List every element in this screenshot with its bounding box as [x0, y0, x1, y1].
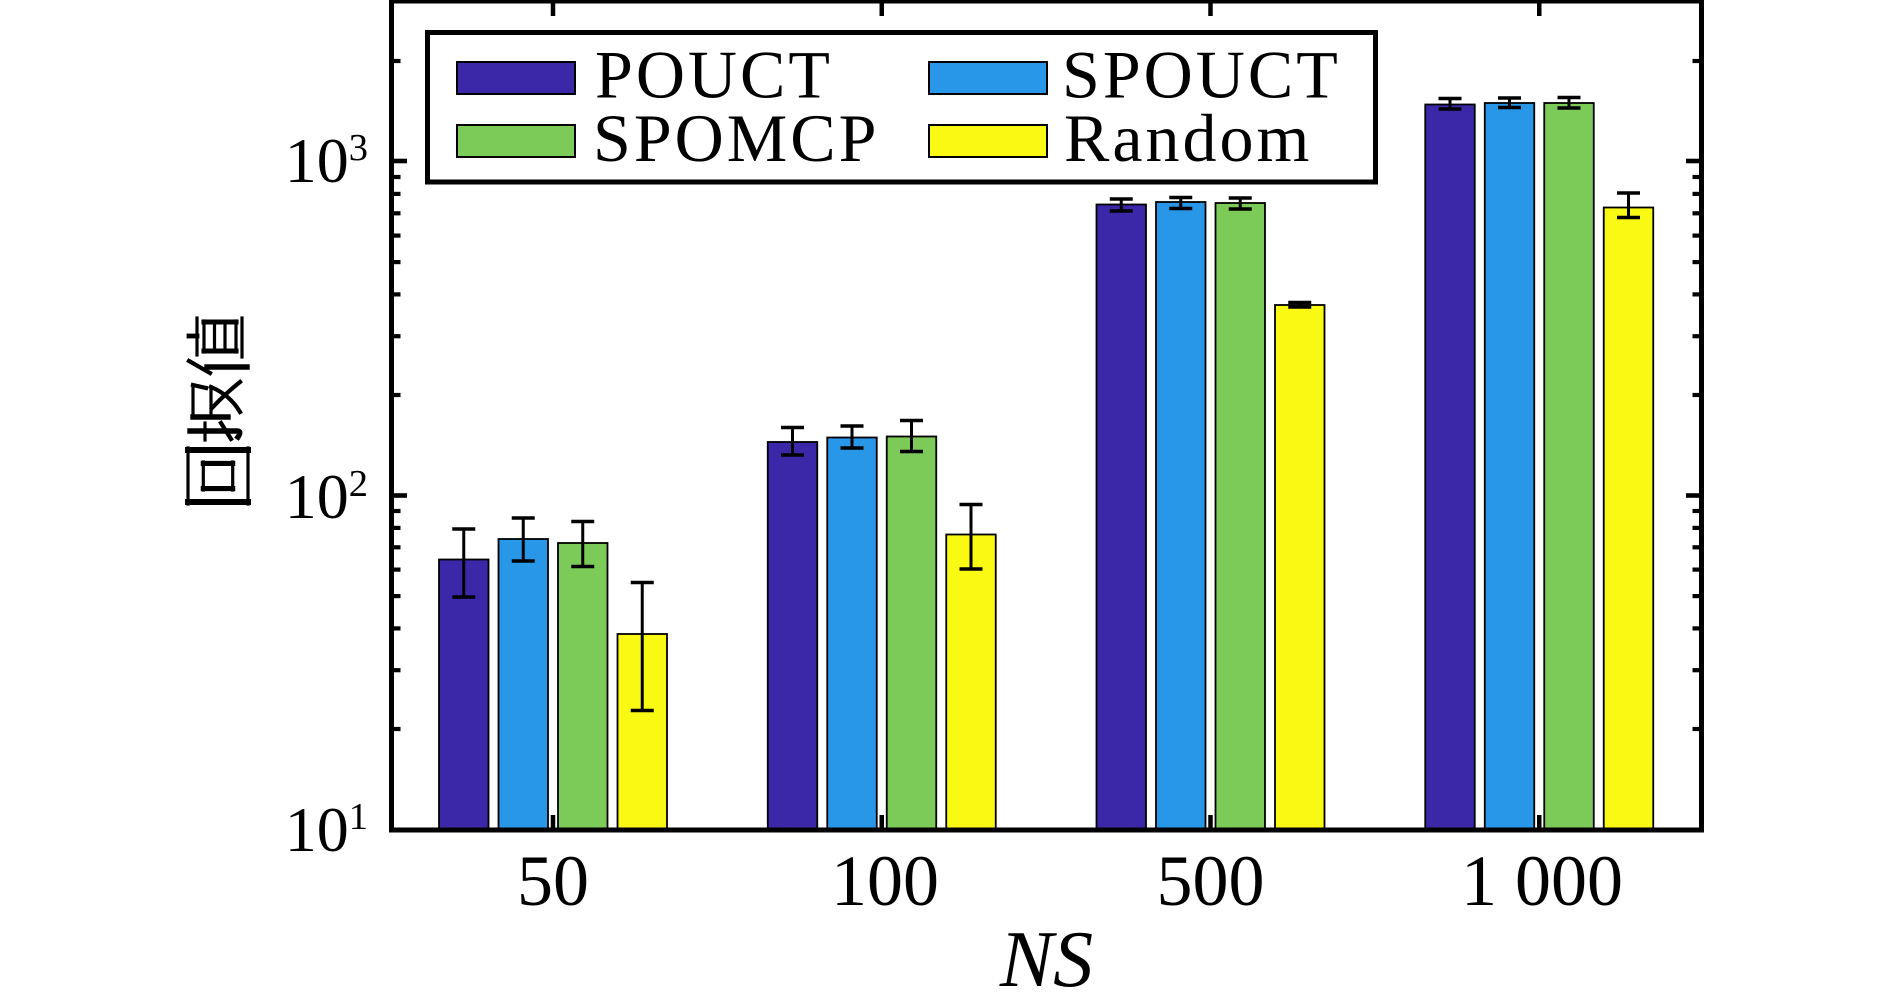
svg-text:1 000: 1 000 — [1461, 841, 1623, 921]
svg-text:500: 500 — [1157, 841, 1265, 921]
svg-text:SPOMCP: SPOMCP — [593, 100, 879, 176]
svg-text:103: 103 — [285, 125, 368, 196]
svg-text:POUCT: POUCT — [595, 37, 833, 113]
svg-text:SPOUCT: SPOUCT — [1062, 37, 1341, 113]
svg-text:NS: NS — [999, 916, 1093, 1001]
svg-text:100: 100 — [831, 841, 939, 921]
svg-text:50: 50 — [517, 841, 589, 921]
svg-text:Random: Random — [1064, 100, 1312, 176]
